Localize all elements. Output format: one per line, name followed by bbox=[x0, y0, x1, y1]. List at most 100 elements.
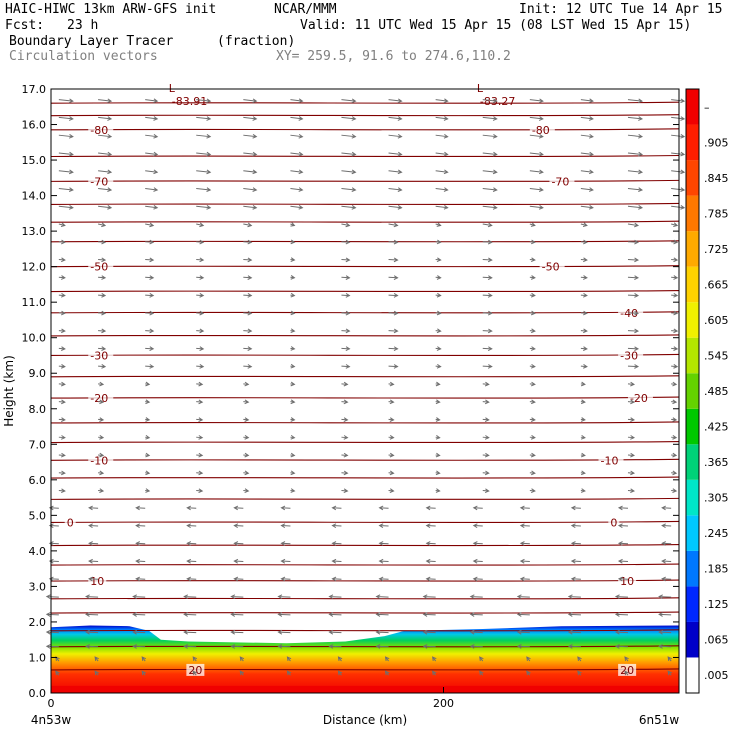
wind-vector bbox=[331, 541, 342, 546]
wind-vector bbox=[98, 116, 113, 121]
wind-vector bbox=[472, 541, 483, 546]
wind-vector bbox=[580, 205, 594, 210]
wind-vector bbox=[290, 417, 296, 422]
wind-vector bbox=[145, 275, 155, 280]
wind-vector bbox=[435, 133, 449, 139]
wind-vector bbox=[422, 594, 436, 600]
colorbar-label: .905 bbox=[704, 136, 729, 149]
wind-vector bbox=[183, 612, 197, 617]
colorbar-swatch bbox=[686, 408, 699, 445]
wind-vector bbox=[671, 133, 686, 139]
wind-vector bbox=[196, 452, 204, 458]
wind-vector bbox=[529, 381, 536, 387]
y-tick-label: 2.0 bbox=[29, 616, 47, 629]
wind-vector bbox=[432, 656, 437, 662]
wind-vector bbox=[328, 594, 342, 600]
wind-vector bbox=[280, 541, 291, 546]
wind-vector bbox=[577, 656, 582, 662]
wind-vector bbox=[667, 656, 672, 662]
wind-vector bbox=[627, 346, 640, 352]
wind-vector bbox=[472, 576, 483, 582]
wind-vector bbox=[94, 670, 99, 676]
wind-vector bbox=[671, 470, 678, 476]
wind-vector bbox=[58, 470, 66, 476]
wind-vector bbox=[145, 364, 155, 369]
wind-vector bbox=[519, 505, 530, 511]
y-tick-label: 0.0 bbox=[29, 687, 47, 700]
wind-vector bbox=[132, 594, 146, 600]
contour-label-bg bbox=[627, 392, 653, 405]
wind-vector bbox=[482, 399, 490, 405]
colorbar-label: .185 bbox=[704, 563, 729, 576]
wind-vector bbox=[196, 205, 212, 210]
wind-vector bbox=[196, 417, 204, 423]
wind-vector bbox=[671, 275, 679, 280]
wind-vector bbox=[422, 612, 436, 617]
wind-vector bbox=[290, 205, 304, 210]
wind-vector bbox=[388, 293, 399, 298]
wind-vector bbox=[132, 612, 146, 617]
wind-vector bbox=[617, 523, 629, 529]
wind-vector bbox=[529, 222, 536, 227]
contour-label-bg bbox=[539, 260, 565, 273]
y-tick-label: 6.0 bbox=[29, 474, 47, 487]
wind-vector bbox=[290, 151, 304, 157]
wind-vector bbox=[435, 310, 442, 316]
contour-label: -30 bbox=[90, 349, 108, 362]
wind-vector bbox=[186, 505, 197, 511]
wind-vector bbox=[425, 576, 436, 582]
wind-vector bbox=[519, 558, 530, 564]
colorbar-label: .425 bbox=[704, 421, 729, 434]
wind-vector bbox=[328, 644, 342, 649]
wind-vector bbox=[388, 275, 399, 280]
contour-label-bg bbox=[88, 175, 114, 188]
wind-vector bbox=[658, 612, 672, 617]
wind-vector bbox=[341, 257, 351, 263]
wind-vector bbox=[375, 644, 389, 649]
wind-vector bbox=[627, 452, 636, 458]
wind-vector bbox=[233, 558, 244, 564]
wind-vector bbox=[627, 381, 636, 387]
wind-vector bbox=[529, 328, 536, 334]
wind-vector bbox=[98, 239, 107, 245]
wind-vector bbox=[290, 222, 296, 227]
model-title: HAIC-HIWC 13km ARW-GFS init bbox=[5, 2, 217, 17]
wind-vector bbox=[482, 310, 493, 316]
contour-label: -10 bbox=[90, 454, 108, 467]
wind-vector bbox=[435, 169, 449, 175]
colorbar-swatch bbox=[686, 337, 699, 374]
wind-vector bbox=[98, 381, 105, 387]
contour-line bbox=[50, 353, 680, 357]
wind-vector bbox=[85, 594, 99, 600]
wind-vector bbox=[570, 541, 581, 546]
plot-background bbox=[51, 89, 679, 693]
wind-vector bbox=[196, 399, 204, 405]
wind-vector bbox=[580, 169, 594, 175]
wind-vector bbox=[529, 310, 536, 316]
wind-vector bbox=[243, 435, 250, 440]
colorbar-label: .545 bbox=[704, 349, 729, 362]
wind-vector bbox=[516, 612, 530, 617]
wind-vector bbox=[196, 98, 212, 104]
wind-vector bbox=[290, 292, 296, 298]
wind-vector bbox=[529, 346, 536, 351]
wind-vector bbox=[243, 488, 250, 494]
wind-vector bbox=[614, 644, 628, 649]
wind-vector bbox=[661, 505, 672, 511]
wind-vector bbox=[186, 576, 197, 582]
wind-vector bbox=[290, 363, 296, 369]
wind-vector bbox=[186, 541, 197, 546]
wind-vector bbox=[667, 670, 672, 676]
wind-vector bbox=[135, 523, 146, 529]
wind-vector bbox=[661, 558, 672, 564]
wind-vector bbox=[88, 558, 99, 564]
wind-vector bbox=[196, 275, 205, 280]
wind-vector bbox=[425, 541, 436, 546]
wind-vector bbox=[482, 435, 490, 440]
wind-vector bbox=[627, 470, 636, 476]
wind-vector bbox=[479, 656, 484, 662]
wind-vector bbox=[432, 670, 437, 676]
colorbar-label: – bbox=[704, 101, 710, 114]
valid-time: Valid: 11 UTC Wed 15 Apr 15 (08 LST Wed … bbox=[300, 18, 692, 33]
colorbar-frame bbox=[685, 88, 700, 694]
